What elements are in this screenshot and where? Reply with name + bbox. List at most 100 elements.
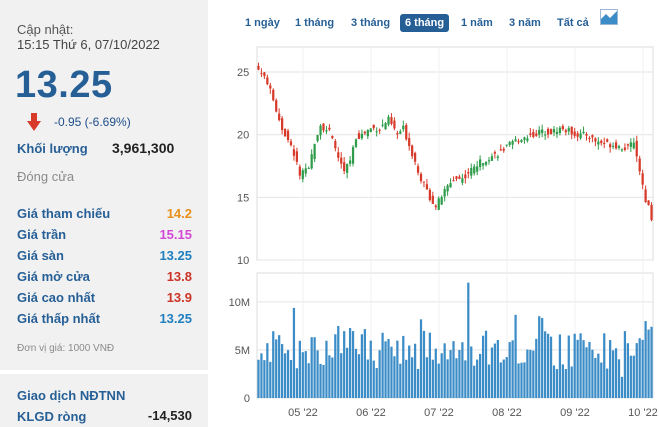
candle-body (588, 137, 591, 139)
candle-body (275, 100, 278, 112)
volume-bar (357, 354, 361, 398)
volume-bar (260, 353, 263, 398)
candle-body (493, 152, 497, 154)
candle-body (606, 139, 609, 142)
candle-body (263, 72, 266, 77)
tab-6-months[interactable]: 6 tháng (400, 14, 450, 32)
candle-body (452, 180, 455, 182)
candle-body (470, 167, 473, 176)
volume-bar (408, 345, 411, 398)
candle-body (390, 117, 393, 124)
candle-body (467, 172, 470, 174)
volume-bar (481, 335, 485, 398)
volume-bar (552, 365, 556, 398)
date-tick-label: 10 '22 (628, 407, 658, 419)
updated-label: Cập nhật: (17, 22, 74, 37)
volume-bar (461, 342, 464, 398)
stat-label: Giá sàn (17, 248, 64, 263)
volume-bar (520, 362, 523, 398)
volume-bar (514, 314, 517, 398)
candle-body (620, 149, 624, 151)
volume-bar (298, 340, 301, 398)
volume-bar (337, 325, 340, 398)
volume-bar (328, 355, 331, 398)
tab-3-years[interactable]: 3 năm (509, 17, 541, 29)
candle-body (591, 135, 594, 138)
volume-bar (307, 363, 310, 398)
section-divider (0, 370, 208, 374)
volume-bar (419, 319, 423, 398)
volume-bar (505, 357, 508, 398)
volume-bar (331, 357, 334, 398)
volume-bar (449, 350, 452, 398)
price-tick-label: 25 (237, 67, 249, 79)
candle-body (384, 123, 387, 130)
candle-body (576, 133, 579, 137)
area-chart-icon[interactable] (600, 9, 618, 25)
stat-open: Giá mở cửa 13.8 (17, 269, 192, 287)
volume-bar (405, 359, 408, 398)
candle-body (292, 149, 296, 156)
candle-body (478, 159, 482, 168)
volume-bar (532, 350, 535, 398)
volume-bar (363, 329, 366, 398)
candle-body (546, 128, 550, 135)
candle-body (644, 189, 647, 203)
volume-bar (617, 359, 621, 398)
candle-body (458, 176, 461, 179)
volume-bar (263, 360, 266, 398)
volume-bar (544, 331, 547, 398)
volume-bar (431, 359, 434, 398)
stat-low: Giá thấp nhất 13.25 (17, 311, 192, 329)
candle-body (260, 73, 263, 75)
volume-bar (384, 341, 387, 398)
volume-panel-frame (256, 272, 654, 399)
volume-bar (647, 329, 650, 398)
candle-body (343, 162, 346, 172)
volume-bar (278, 335, 281, 398)
date-tick-label: 05 '22 (288, 407, 318, 419)
candle-body (476, 166, 479, 172)
volume-bar (346, 347, 349, 398)
date-axis-labels: 05 '22 06 '22 07 '22 08 '22 09 '22 10 '22 (288, 407, 658, 419)
volume-tick-label: 0 (244, 393, 250, 405)
volume-bar (638, 338, 641, 398)
candle-body (422, 181, 426, 183)
candle-body (484, 162, 488, 165)
candle-body (520, 140, 523, 142)
candle-body (369, 128, 372, 133)
volume-bar (484, 330, 488, 398)
candle-body (381, 124, 384, 126)
price-tick-label: 15 (237, 192, 249, 204)
tab-1-year[interactable]: 1 năm (461, 17, 493, 29)
candle-body (650, 204, 653, 221)
candle-body (360, 133, 364, 139)
candle-body (283, 128, 287, 137)
candle-body (354, 139, 358, 147)
candle-body (402, 125, 405, 130)
volume-bar (372, 360, 375, 398)
candle-body (443, 189, 446, 197)
candle-body (641, 173, 644, 185)
tab-all[interactable]: Tất cả (557, 17, 589, 29)
tab-1-day[interactable]: 1 ngày (245, 17, 280, 29)
volume-bar (411, 357, 414, 398)
volume-bar (455, 358, 458, 398)
unit-note: Đơn vị giá: 1000 VNĐ (17, 343, 115, 354)
tab-3-months[interactable]: 3 tháng (351, 17, 391, 29)
volume-bar (313, 337, 316, 398)
volume-tick-label: 5M (235, 345, 250, 357)
volume-bar (390, 346, 393, 398)
volume-bar (283, 353, 287, 398)
volume-bar (316, 350, 319, 398)
candle-body (538, 129, 541, 135)
stat-value: 13.25 (159, 248, 192, 263)
volume-bar (591, 349, 594, 398)
candle-body (375, 131, 378, 133)
volume-bar (343, 331, 346, 398)
candle-body (614, 142, 618, 149)
candle-body (558, 127, 562, 134)
tab-1-month[interactable]: 1 tháng (295, 17, 335, 29)
volume-bar (476, 359, 479, 398)
volume-bar (493, 343, 497, 398)
